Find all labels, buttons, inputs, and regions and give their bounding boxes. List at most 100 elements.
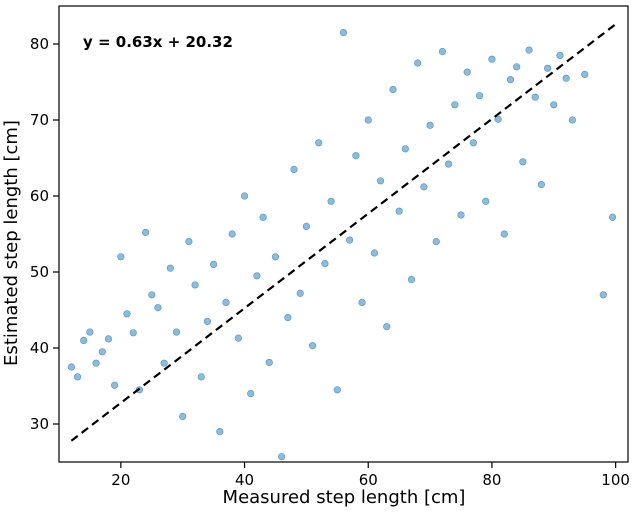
x-tick-label: 80 [482,471,501,489]
data-point [247,390,255,398]
data-point [321,260,329,268]
data-point [148,291,156,299]
plot-frame [58,5,629,463]
data-point [240,192,249,200]
y-tick-label: 40 [30,339,49,357]
data-point [259,213,267,221]
data-point [599,291,607,299]
data-point [92,359,100,367]
data-point [426,121,434,129]
data-point [414,59,422,67]
data-point [296,289,304,297]
data-point [506,76,515,84]
data-point [445,160,453,168]
data-point [339,28,348,37]
data-point [395,207,403,215]
data-point [271,253,280,261]
data-point [222,298,230,307]
data-point [463,68,471,76]
data-point [513,63,521,71]
x-tick-label: 40 [235,471,254,489]
data-point [537,181,546,189]
data-point [581,70,589,78]
data-point [432,238,440,246]
points-layer [67,28,617,461]
data-point [216,428,224,436]
data-point [370,249,379,257]
data-point [117,253,125,261]
data-point [228,230,236,238]
data-point [482,197,490,205]
data-point [290,165,298,173]
data-point [129,329,137,337]
data-point [358,298,366,307]
data-point [302,222,310,230]
data-point [154,304,162,312]
data-point [457,211,465,219]
data-point [420,183,428,191]
data-point [469,139,477,147]
data-point [284,314,292,322]
data-point [104,335,113,343]
data-point [562,74,570,82]
data-point [278,453,286,461]
data-point [210,260,218,269]
data-point [475,92,484,100]
data-point [98,348,106,356]
data-point [315,139,323,147]
data-point [556,51,564,60]
data-point [407,276,416,284]
data-point [86,328,94,336]
data-point [185,238,193,246]
data-point [203,317,212,326]
y-tick-label: 80 [30,35,49,53]
data-point [352,152,360,160]
data-point [377,177,385,185]
data-point [519,158,527,166]
y-axis-label: Estimated step length [cm] [1,120,22,366]
data-point [500,230,508,238]
y-tick-label: 50 [30,263,49,281]
data-point [364,116,372,124]
x-tick-label: 100 [601,471,630,489]
data-point [543,64,552,72]
data-point [141,228,150,237]
data-point [123,310,131,318]
fit-line-layer [70,23,617,442]
data-point [265,358,273,367]
data-point [234,334,242,342]
data-point [327,197,335,205]
data-point [488,55,496,63]
x-tick-label: 20 [111,471,130,489]
fit-equation-label: y = 0.63x + 20.32 [83,33,233,51]
data-point [525,46,533,54]
data-point [80,336,88,345]
data-point [308,342,317,350]
data-point [346,236,354,244]
data-point [451,101,459,109]
y-tick-label: 60 [30,187,49,205]
data-point [401,145,409,153]
regression-fit-line [70,23,617,442]
data-point [197,373,205,381]
data-point [191,281,199,289]
data-point [179,412,187,421]
x-axis-label: Measured step length [cm] [223,487,466,508]
data-point [608,213,617,221]
data-point [73,373,82,381]
data-point [568,116,576,124]
x-tick-label: 60 [359,471,378,489]
data-point [172,328,181,336]
data-point [494,115,502,123]
data-point [531,93,539,101]
data-point [389,85,397,94]
data-point [550,101,558,109]
axes-layer: 20 40 60 80 100 30 40 50 60 70 80 [30,5,630,489]
data-point [166,264,174,272]
data-point [383,323,391,331]
y-tick-label: 30 [30,415,49,433]
y-tick-label: 70 [30,111,49,129]
